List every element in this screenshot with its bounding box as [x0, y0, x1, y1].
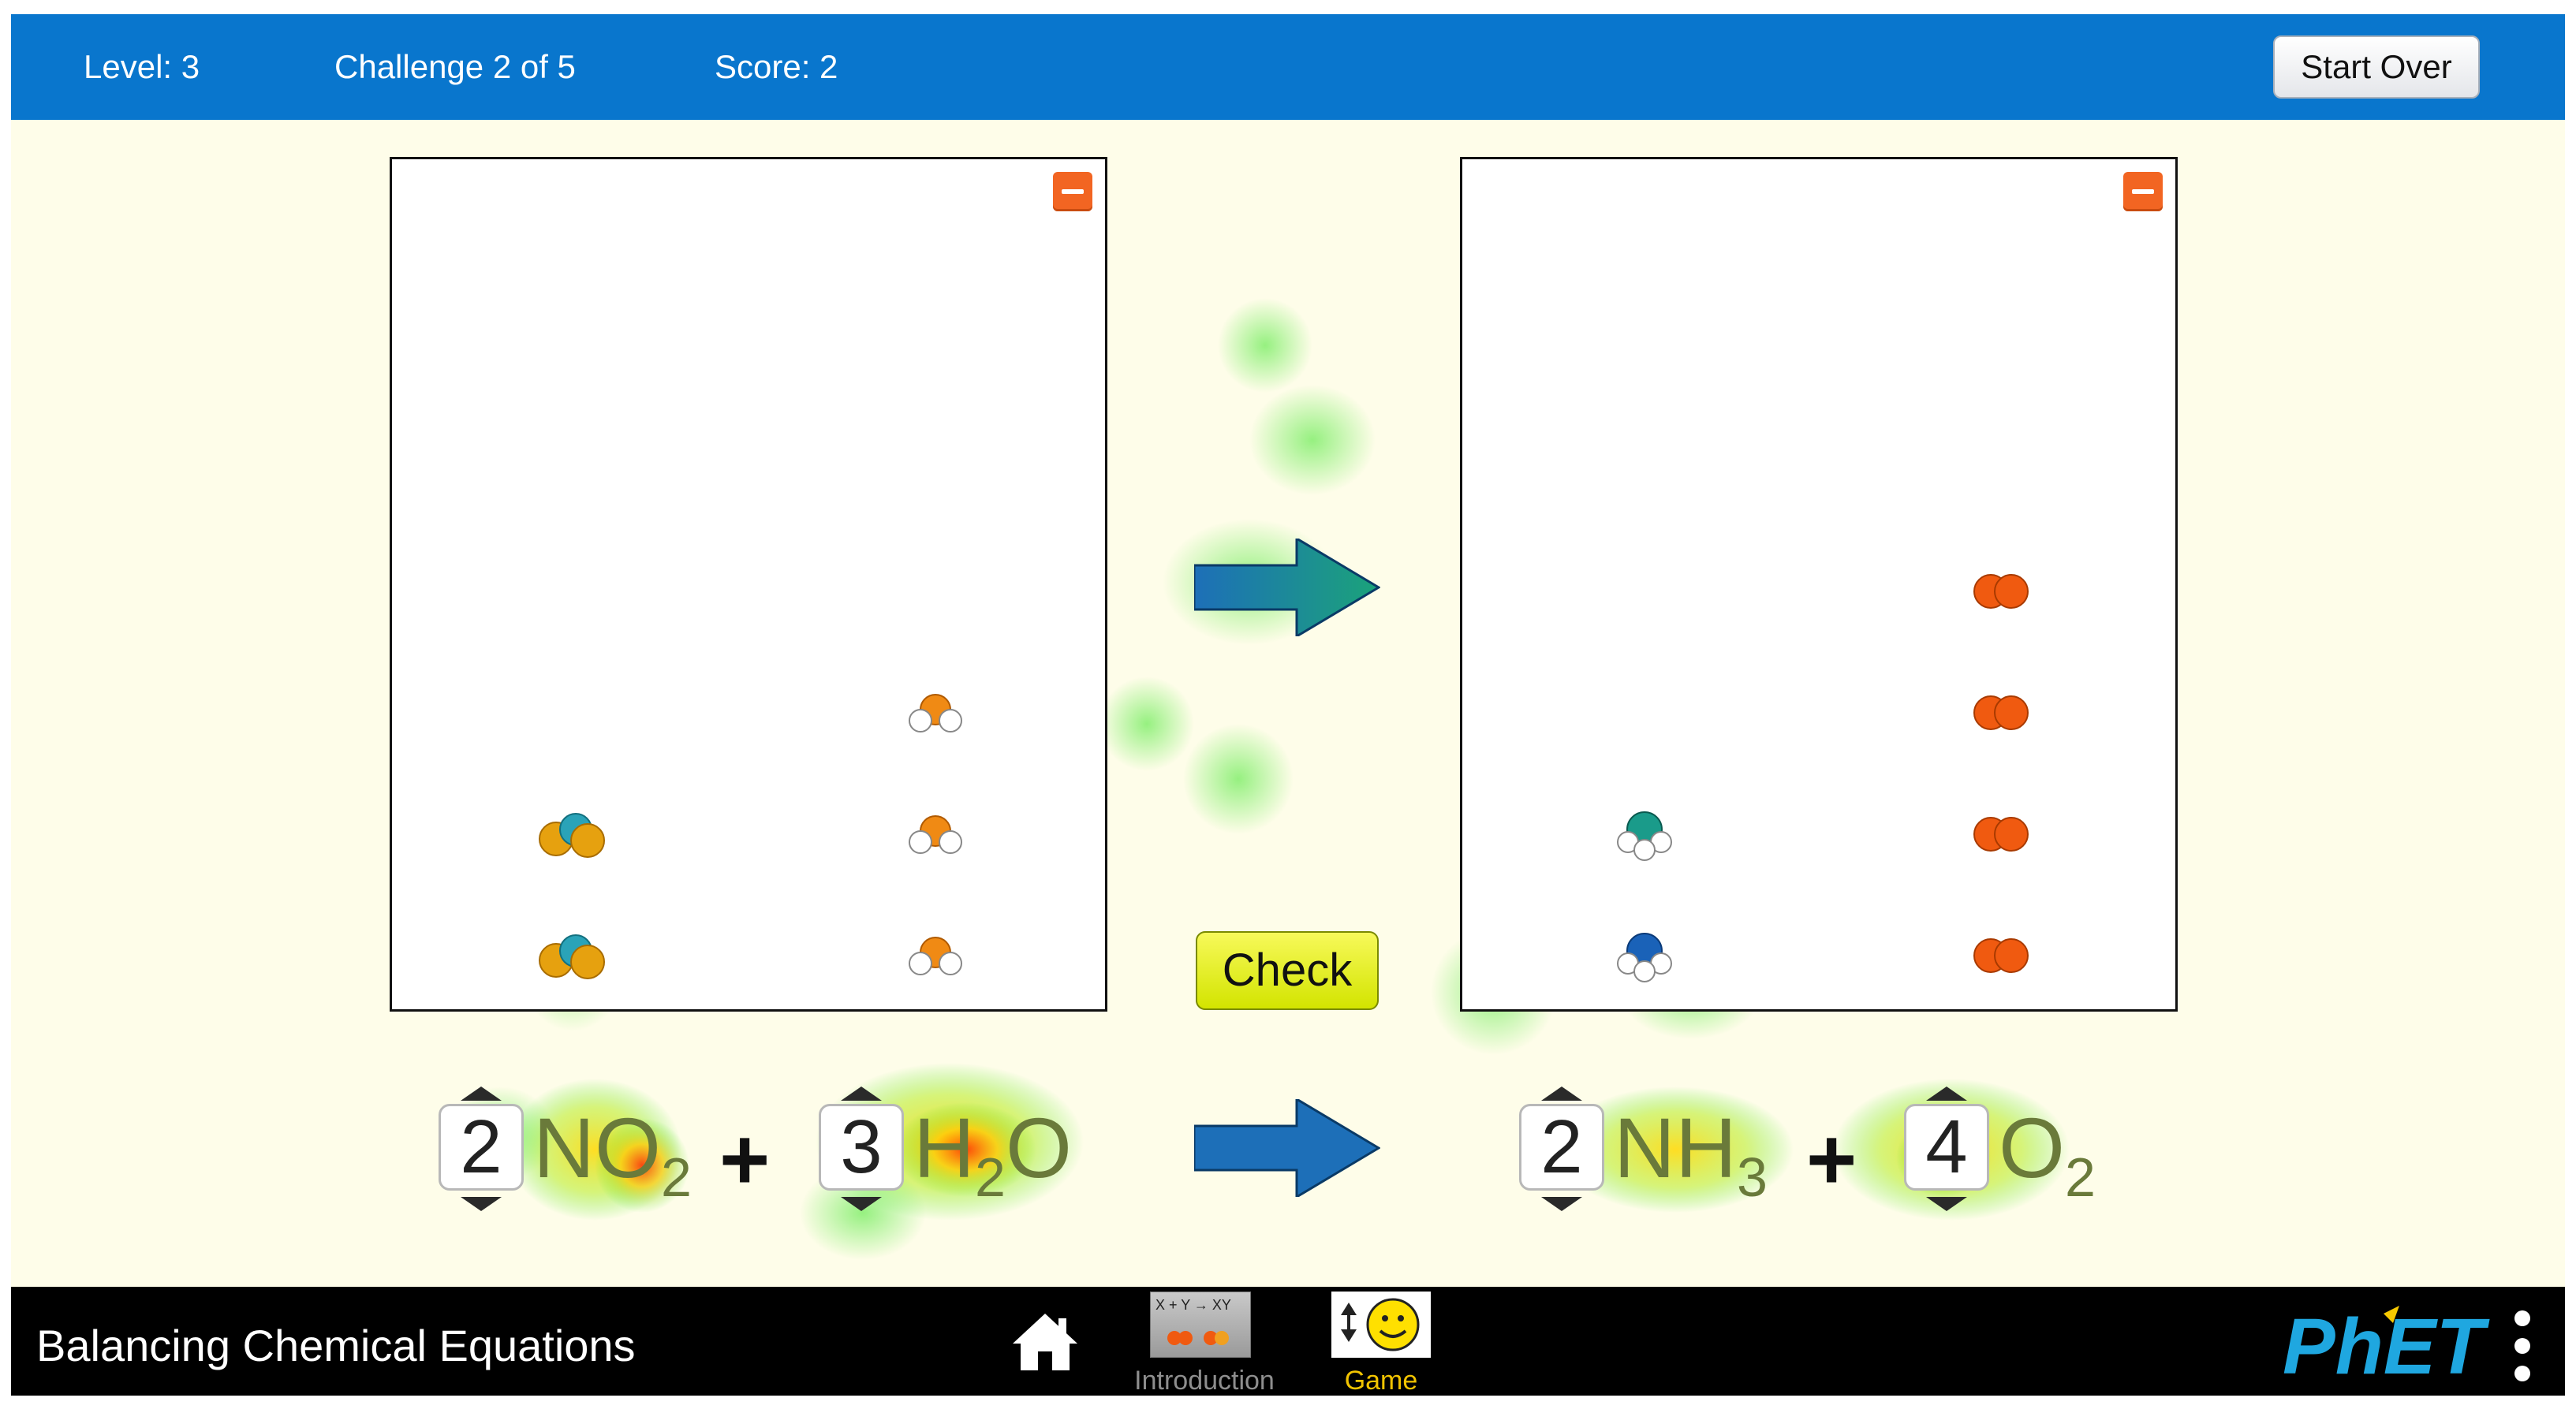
molecule-formula: H2O: [913, 1100, 1072, 1209]
increase-coefficient-arrow-icon[interactable]: [1541, 1087, 1582, 1101]
molecules-icon: [1167, 1331, 1229, 1345]
intro-thumb-text: X + Y → XY: [1155, 1297, 1231, 1313]
heatmap-blob: [1099, 677, 1194, 771]
tab-game-label: Game: [1344, 1366, 1418, 1396]
molecule-formula: NO2: [533, 1100, 692, 1209]
phet-logo-text: PhET: [2283, 1303, 2490, 1389]
coefficient-spinner[interactable]: 4: [1904, 1104, 1989, 1191]
sim-title: Balancing Chemical Equations: [36, 1321, 636, 1370]
no2-molecule: [539, 934, 605, 979]
molecule-formula: NH3: [1614, 1100, 1768, 1209]
o2-molecule: [1973, 695, 2029, 730]
h2o-molecule: [909, 694, 962, 732]
smiley-icon: [1341, 1298, 1420, 1351]
reaction-arrow-icon: [1194, 539, 1380, 636]
level-label: Level: 3: [84, 48, 200, 85]
collapse-reactants-box-button[interactable]: [1053, 172, 1092, 211]
decrease-coefficient-arrow-icon[interactable]: [461, 1197, 502, 1211]
nh3-molecule: [1617, 933, 1672, 982]
o2-molecule: [1973, 817, 2029, 852]
decrease-coefficient-arrow-icon[interactable]: [1926, 1197, 1967, 1211]
heatmap-blob: [1183, 724, 1294, 834]
decrease-coefficient-arrow-icon[interactable]: [841, 1197, 882, 1211]
increase-coefficient-arrow-icon[interactable]: [841, 1087, 882, 1101]
score-label: Score: 2: [715, 48, 838, 85]
plus-sign: +: [1806, 1111, 1857, 1208]
check-button[interactable]: Check: [1196, 931, 1379, 1010]
introduction-screen-icon: X + Y → XY: [1150, 1292, 1251, 1358]
game-status-bar: Level: 3 Challenge 2 of 5 Score: 2 Start…: [11, 14, 2565, 120]
equation-arrow-icon: [1194, 1099, 1380, 1197]
heatmap-blob: [1249, 385, 1376, 495]
home-icon[interactable]: [1010, 1310, 1081, 1374]
plus-sign: +: [719, 1111, 771, 1208]
tab-introduction[interactable]: X + Y → XY Introduction: [1129, 1287, 1279, 1396]
coefficient-spinner[interactable]: 3: [819, 1104, 904, 1191]
coefficient-spinner[interactable]: 2: [1519, 1104, 1604, 1191]
phet-logo[interactable]: PhET: [2283, 1303, 2496, 1389]
tab-introduction-label: Introduction: [1134, 1366, 1275, 1396]
coefficient-spinner[interactable]: 2: [439, 1104, 524, 1191]
no2-molecule: [539, 813, 605, 858]
increase-coefficient-arrow-icon[interactable]: [461, 1087, 502, 1101]
o2-molecule: [1973, 574, 2029, 609]
increase-coefficient-arrow-icon[interactable]: [1926, 1087, 1967, 1101]
heatmap-blob: [1218, 298, 1312, 393]
decrease-coefficient-arrow-icon[interactable]: [1541, 1197, 1582, 1211]
h2o-molecule: [909, 815, 962, 854]
reactants-box: [390, 157, 1107, 1012]
o2-molecule: [1973, 938, 2029, 973]
tab-game[interactable]: Game: [1320, 1287, 1439, 1396]
navigation-bar: Balancing Chemical Equations X + Y → XY …: [11, 1287, 2565, 1396]
products-box: [1460, 157, 2178, 1012]
nh3-molecule: [1617, 811, 1672, 861]
h2o-molecule: [909, 937, 962, 975]
game-screen-icon: [1331, 1292, 1431, 1358]
challenge-label: Challenge 2 of 5: [334, 48, 576, 85]
collapse-products-box-button[interactable]: [2123, 172, 2163, 211]
start-over-button[interactable]: Start Over: [2273, 35, 2480, 99]
more-options-menu-icon[interactable]: [2514, 1310, 2530, 1381]
molecule-formula: O2: [1999, 1100, 2096, 1209]
sim-screen: Level: 3 Challenge 2 of 5 Score: 2 Start…: [11, 14, 2565, 1396]
